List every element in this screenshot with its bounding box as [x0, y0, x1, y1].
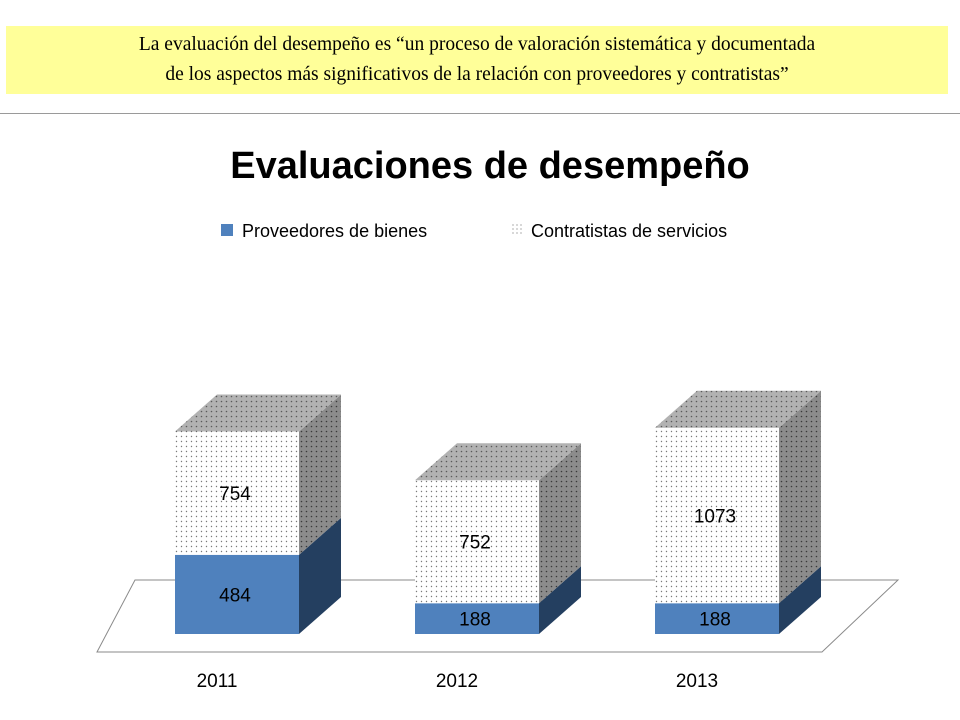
chart-title: Evaluaciones de desempeño: [230, 145, 750, 187]
bar-top-2011: [175, 394, 341, 432]
chart-legend: Proveedores de bienes Contratistas de se…: [221, 221, 727, 241]
definition-banner: La evaluación del desempeño es “un proce…: [6, 26, 948, 94]
data-label-contratistas-2013: 1073: [694, 506, 736, 527]
legend-swatch-proveedores: [221, 224, 233, 236]
bar-contratistas-2011: [175, 431, 299, 555]
bar-side-proveedores-2012: [539, 566, 581, 634]
data-label-contratistas-2011: 754: [219, 484, 251, 505]
bar-proveedores-2013: [655, 603, 779, 634]
chart-floor: [96, 579, 900, 653]
bar-side-proveedores-2013: [779, 566, 821, 634]
legend-swatch-contratistas: [512, 224, 524, 236]
bar-side-contratistas-2012: [539, 443, 581, 604]
banner-line-2: de los aspectos más significativos de la…: [165, 64, 789, 85]
bar-side-proveedores-2011: [299, 517, 341, 634]
x-tick-label-2012: 2012: [436, 671, 478, 692]
bar-side-contratistas-2011: [299, 394, 341, 555]
data-label-proveedores-2012: 188: [459, 610, 491, 631]
data-label-proveedores-2011: 484: [219, 585, 251, 606]
data-label-proveedores-2013: 188: [699, 610, 731, 631]
data-label-contratistas-2012: 752: [459, 533, 491, 554]
divider-line: [0, 113, 960, 114]
banner-line-1: La evaluación del desempeño es “un proce…: [138, 34, 816, 55]
bar-contratistas-2013: [655, 427, 779, 604]
x-axis-labels: 2011 2012 2013: [197, 671, 719, 692]
bar-top-2012: [415, 443, 581, 481]
bar-top-2013: [655, 390, 821, 428]
bar-side-contratistas-2013: [779, 390, 821, 604]
bar-proveedores-2011: [175, 554, 299, 634]
legend-label-proveedores: Proveedores de bienes: [242, 221, 427, 241]
legend-label-contratistas: Contratistas de servicios: [531, 221, 727, 241]
bar-proveedores-2012: [415, 603, 539, 634]
bars-group: 484 754 188 752 188 1073: [175, 390, 821, 634]
x-tick-label-2011: 2011: [197, 671, 238, 692]
x-tick-label-2013: 2013: [676, 671, 718, 692]
bar-contratistas-2012: [415, 480, 539, 604]
